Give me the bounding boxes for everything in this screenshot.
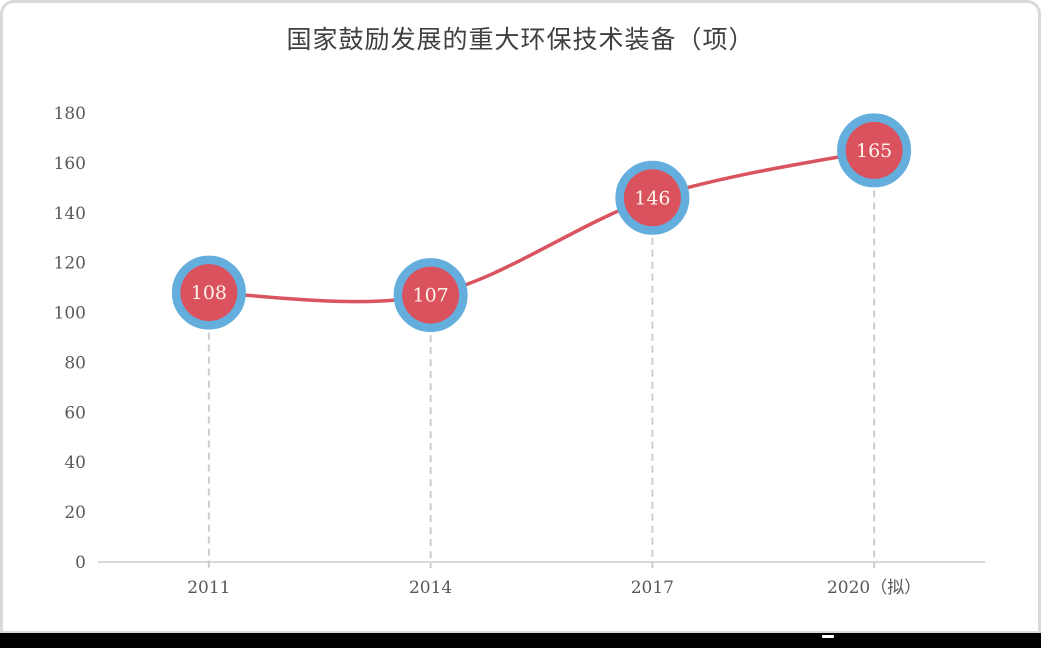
data-point-marker [845, 121, 903, 179]
data-point-marker [180, 264, 238, 322]
y-tick-label: 180 [54, 104, 86, 124]
y-tick-label: 140 [54, 204, 86, 224]
line-chart: 0 20 40 60 80 100 120 140 160 180 108 107 146 165 2011… [54, 104, 985, 598]
bottom-bar-marker [822, 635, 834, 638]
data-point-ring [837, 113, 912, 188]
y-tick-label: 120 [54, 254, 86, 274]
x-category-label: 2011 [187, 578, 230, 598]
x-category-label: 2017 [631, 578, 674, 598]
data-point-value: 107 [412, 285, 448, 307]
data-point-marker [623, 169, 681, 227]
data-point-ring [393, 258, 468, 333]
data-point-marker [402, 266, 460, 324]
x-category-label: 2014 [409, 578, 452, 598]
data-point-value: 146 [634, 187, 670, 209]
data-point-ring [615, 160, 690, 235]
chart-title: 国家鼓励发展的重大环保技术装备（项） [286, 25, 755, 54]
y-tick-label: 20 [64, 503, 86, 523]
x-category-label: 2020（拟） [827, 578, 921, 598]
y-tick-label: 0 [75, 553, 86, 573]
y-tick-label: 100 [54, 304, 86, 324]
y-tick-label: 60 [64, 403, 86, 423]
bottom-bar [0, 633, 1041, 648]
series-line [208, 148, 875, 304]
y-tick-label: 160 [54, 154, 86, 174]
data-point-ring [171, 255, 246, 330]
y-tick-label: 40 [64, 453, 86, 473]
chart-card [0, 0, 1041, 633]
data-point-value: 108 [191, 282, 227, 304]
data-point-value: 165 [856, 140, 892, 162]
y-tick-label: 80 [64, 353, 86, 373]
